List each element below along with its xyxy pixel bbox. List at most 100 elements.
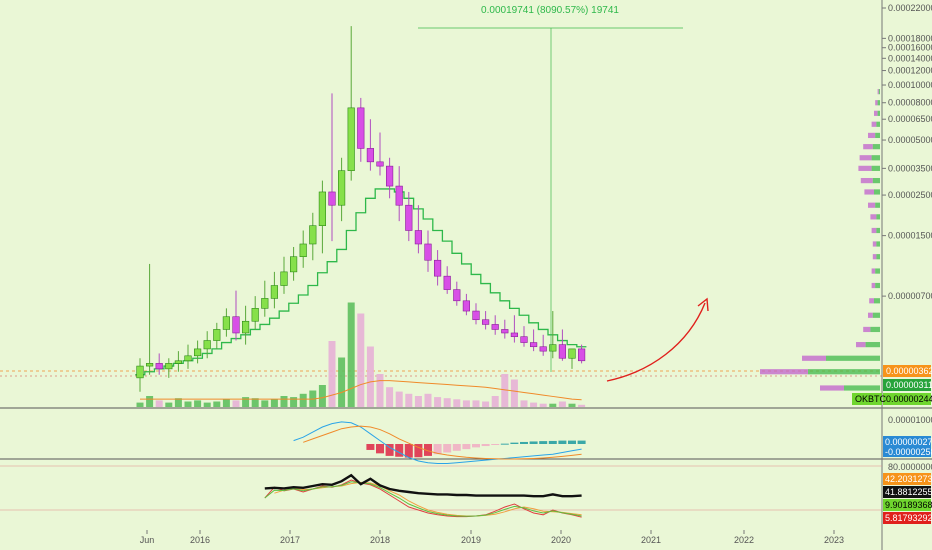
volume-bar xyxy=(558,401,566,407)
price-tag-bg xyxy=(883,365,931,377)
time-tick-label: Jun xyxy=(140,535,155,545)
volume-bar xyxy=(491,396,499,407)
red-projection-arrow[interactable] xyxy=(606,297,709,382)
price-tick-label: 0.00016000 xyxy=(888,43,932,53)
profile-bar-down xyxy=(820,385,844,391)
oscillator-pane xyxy=(264,473,582,518)
volume-bar xyxy=(520,400,528,407)
candle-body xyxy=(289,256,298,273)
macd-hist-bar xyxy=(472,444,480,448)
profile-bar-down xyxy=(860,177,873,184)
profile-bar-down xyxy=(868,202,876,208)
profile-bar-down xyxy=(864,189,874,195)
price-tag-label: 0.00000311 xyxy=(886,380,932,390)
profile-bar-down xyxy=(859,155,872,161)
price-axis[interactable]: 0.00022000 0.000180000.000160000.00014000… xyxy=(882,3,932,472)
volume-bar xyxy=(242,397,250,407)
price-tag-label: 0.00000362 xyxy=(886,366,932,376)
profile-bar-down xyxy=(872,254,877,260)
arrow-curve xyxy=(606,302,706,382)
macd-hist-bar xyxy=(481,444,490,447)
time-tick-label: 2016 xyxy=(190,535,210,545)
candle-body xyxy=(520,336,528,343)
volume-bar xyxy=(568,403,576,407)
volume-bars xyxy=(136,302,586,407)
volume-bar xyxy=(366,346,374,407)
volume-bar xyxy=(395,391,403,407)
candle-body xyxy=(136,365,144,379)
candle-body xyxy=(462,300,471,312)
volume-profile xyxy=(760,89,880,391)
candle-body xyxy=(539,346,547,352)
measure-tool[interactable]: 0.00019741 (8090.57%) 19741 xyxy=(418,5,683,372)
macd-hist-bar xyxy=(491,444,500,445)
volume-bar xyxy=(405,393,413,407)
candle-body xyxy=(395,185,403,206)
volume-bar xyxy=(280,396,288,407)
profile-bar-down xyxy=(868,312,873,318)
volume-bar xyxy=(501,374,509,407)
volume-bar xyxy=(299,393,307,407)
candle-body xyxy=(510,332,519,337)
rsi-line xyxy=(264,473,582,498)
profile-bar-up xyxy=(871,165,880,171)
osc-tick-label: 80.00000000 xyxy=(888,462,932,472)
candlesticks xyxy=(136,26,586,392)
profile-bar-up xyxy=(872,144,880,150)
candle-body xyxy=(203,340,211,350)
price-tick-label: 0.00006500 xyxy=(888,114,932,124)
price-tick-label: 0.00001500 xyxy=(888,231,932,241)
candle-body xyxy=(213,329,221,341)
volume-bar xyxy=(347,302,355,407)
price-tick-label: 0.00008000 xyxy=(888,98,932,108)
candle-body xyxy=(194,348,202,357)
candle-body xyxy=(251,308,259,322)
osc-tag-bg xyxy=(883,499,931,511)
time-tick-label: 2021 xyxy=(641,535,661,545)
candle-body xyxy=(472,310,480,321)
profile-bar-down xyxy=(871,268,876,274)
price-tick-label: 0.00010000 xyxy=(888,80,932,90)
volume-bar xyxy=(462,400,470,407)
volume-bar xyxy=(232,400,240,407)
price-tick-label: 0.00000700 xyxy=(888,291,932,301)
profile-bar-up xyxy=(870,326,880,333)
candle-body xyxy=(453,289,461,302)
candle-body xyxy=(242,320,250,334)
volume-bar xyxy=(386,387,394,407)
macd-hist-bar xyxy=(385,444,394,456)
volume-bar xyxy=(261,400,269,407)
candle-body xyxy=(328,191,336,206)
macd-signal-line xyxy=(303,425,582,460)
candle-body xyxy=(280,271,288,286)
profile-bar-down xyxy=(868,132,876,139)
profile-bar-down xyxy=(875,100,878,106)
macd-hist-bar xyxy=(577,440,586,444)
macd-hist-bar xyxy=(395,444,404,457)
profile-bar-down xyxy=(870,214,877,220)
candle-body xyxy=(424,243,432,261)
volume-bar xyxy=(482,401,490,407)
stoch-smooth-line xyxy=(264,481,582,517)
volume-bar xyxy=(203,402,211,407)
candle-body xyxy=(146,363,154,367)
symbol-tag-label: OKBTC xyxy=(855,394,887,404)
osc-tag-bg xyxy=(883,512,931,524)
candle-body xyxy=(443,275,451,290)
time-axis[interactable]: Jun 2016 2017 2018 2019 2020 2021 2022 2023 xyxy=(140,530,844,545)
profile-bar-down xyxy=(871,282,876,289)
profile-bar-up xyxy=(876,121,880,127)
profile-bar-down xyxy=(802,355,826,361)
moving-average xyxy=(135,188,587,376)
price-tick-label: 0.00022000 xyxy=(888,3,932,13)
profile-bar-up xyxy=(872,177,880,184)
profile-bar-up xyxy=(875,202,880,208)
volume-bar xyxy=(453,399,461,407)
macd-hist-bar xyxy=(520,441,528,444)
macd-hist-bar xyxy=(500,443,509,445)
profile-bar-down xyxy=(856,342,866,348)
price-tick-label: 0.00003500 xyxy=(888,163,932,173)
volume-bar xyxy=(184,401,192,407)
volume-bar xyxy=(443,398,451,407)
